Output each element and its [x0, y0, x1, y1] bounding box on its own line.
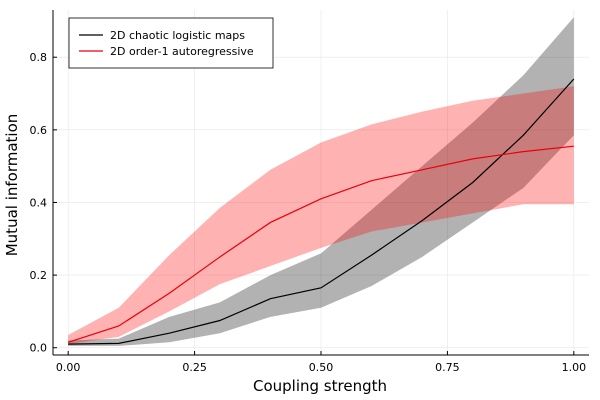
x-tick-label-0: 0.00 [56, 361, 81, 374]
y-tick-label-3: 0.6 [30, 124, 48, 137]
band-series-0 [68, 17, 574, 346]
legend: 2D chaotic logistic maps 2D order-1 auto… [68, 17, 274, 69]
band-series-1 [68, 86, 574, 345]
x-tick-label-1: 0.25 [182, 361, 207, 374]
y-tick-label-2: 0.4 [30, 196, 48, 209]
x-tick-label-2: 0.50 [309, 361, 334, 374]
x-tick-label-3: 0.75 [435, 361, 460, 374]
line-series-0 [68, 78, 575, 345]
y-tick-label-0: 0.0 [30, 342, 48, 355]
y-tick-label-4: 0.8 [30, 51, 48, 64]
y-axis-label: Mutual information [3, 114, 21, 257]
x-axis-label: Coupling strength [253, 377, 387, 395]
series-lines [67, 78, 575, 345]
line-series-1 [67, 145, 574, 343]
legend-label-logistic: 2D chaotic logistic maps [110, 29, 245, 42]
axes [52, 10, 589, 356]
x-tick-label-4: 1.00 [562, 361, 587, 374]
legend-box [68, 17, 274, 69]
legend-label-autoregressive: 2D order-1 autoregressive [110, 45, 254, 58]
y-tick-label-1: 0.2 [30, 269, 48, 282]
confidence-bands [68, 17, 574, 346]
tick-labels: 0.00 0.25 0.50 0.75 1.00 0.0 0.2 0.4 0.6 0.8 [30, 51, 587, 374]
